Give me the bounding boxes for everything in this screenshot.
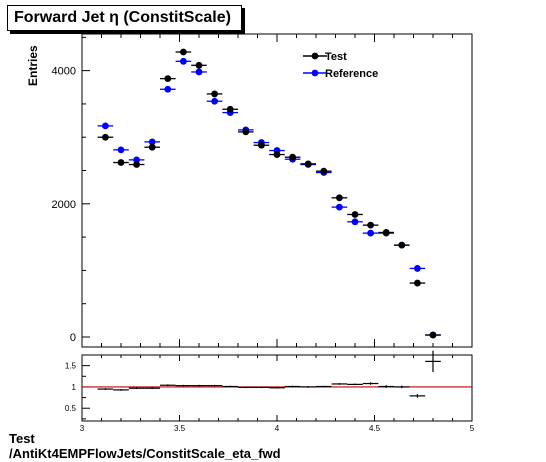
test-point <box>211 91 218 98</box>
ratio-y-tick-label: 1.5 <box>65 362 77 371</box>
reference-point <box>352 218 359 225</box>
legend-entry-test: Test <box>325 51 347 63</box>
y-tick-label: 2000 <box>52 199 76 211</box>
reference-point <box>102 123 109 130</box>
x-tick-label: 5 <box>470 424 475 433</box>
chart-title: Forward Jet η (ConstitScale) <box>7 5 242 31</box>
test-point <box>102 134 109 141</box>
main-frame-rect <box>82 34 472 347</box>
test-point <box>149 144 156 151</box>
test-point <box>336 194 343 201</box>
test-point <box>180 49 187 56</box>
test-point <box>352 211 359 218</box>
test-point <box>227 106 234 113</box>
y-axis-label: Entries <box>26 45 40 86</box>
test-point <box>258 142 265 149</box>
test-point <box>289 154 296 161</box>
legend-marker <box>312 70 319 77</box>
test-point <box>398 242 405 249</box>
test-point <box>305 160 312 167</box>
footer-path: /AntiKt4EMPFlowJets/ConstitScale_eta_fwd <box>9 446 281 461</box>
reference-point <box>196 69 203 76</box>
ratio-y-tick-label: 0.5 <box>65 404 77 413</box>
x-tick-label: 4.5 <box>369 424 381 433</box>
y-tick-label: 4000 <box>52 66 76 78</box>
test-point <box>430 332 437 339</box>
reference-point <box>336 204 343 211</box>
reference-point <box>118 146 125 153</box>
legend-entry-reference: Reference <box>325 68 378 80</box>
legend-marker <box>312 53 319 60</box>
footer-label: Test <box>9 431 35 446</box>
reference-point <box>367 230 374 237</box>
reference-point <box>164 86 171 93</box>
x-tick-label: 3.5 <box>174 424 186 433</box>
main-plot-area <box>82 34 472 347</box>
test-point <box>164 75 171 82</box>
ratio-y-tick-label: 1 <box>72 383 77 392</box>
y-tick-label: 0 <box>70 332 76 344</box>
reference-point <box>211 98 218 105</box>
test-point <box>196 62 203 69</box>
test-point <box>118 159 125 166</box>
test-point <box>383 229 390 236</box>
reference-point <box>180 58 187 65</box>
test-point <box>367 222 374 229</box>
test-point <box>133 161 140 168</box>
reference-point <box>414 265 421 272</box>
test-point <box>320 168 327 175</box>
test-point <box>414 280 421 287</box>
test-point <box>274 151 281 158</box>
x-tick-label: 3 <box>80 424 85 433</box>
x-tick-label: 4 <box>275 424 280 433</box>
test-point <box>242 128 249 135</box>
